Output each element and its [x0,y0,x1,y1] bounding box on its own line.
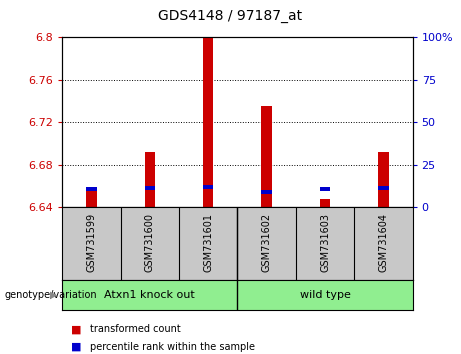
Bar [203,37,213,207]
Text: percentile rank within the sample: percentile rank within the sample [90,342,255,352]
Bar [378,152,389,207]
Bar [145,186,155,189]
Bar [261,190,272,194]
Text: GSM731600: GSM731600 [145,213,155,272]
Text: ■: ■ [71,342,82,352]
Text: Atxn1 knock out: Atxn1 knock out [105,290,195,300]
Text: GSM731602: GSM731602 [261,213,272,272]
Bar [86,187,97,190]
Bar [86,191,97,207]
Text: GSM731601: GSM731601 [203,213,213,272]
Bar [378,186,389,189]
Text: GSM731604: GSM731604 [378,213,389,272]
Text: GSM731599: GSM731599 [86,213,96,272]
Text: GDS4148 / 97187_at: GDS4148 / 97187_at [159,9,302,23]
Bar [320,187,330,190]
Text: ▶: ▶ [50,290,58,300]
Bar [320,199,330,207]
Bar [261,106,272,207]
Bar [203,185,213,189]
Text: transformed count: transformed count [90,324,181,334]
Bar [145,152,155,207]
Text: wild type: wild type [300,290,350,300]
Text: ■: ■ [71,324,82,334]
Text: genotype/variation: genotype/variation [5,290,97,300]
Text: GSM731603: GSM731603 [320,213,330,272]
